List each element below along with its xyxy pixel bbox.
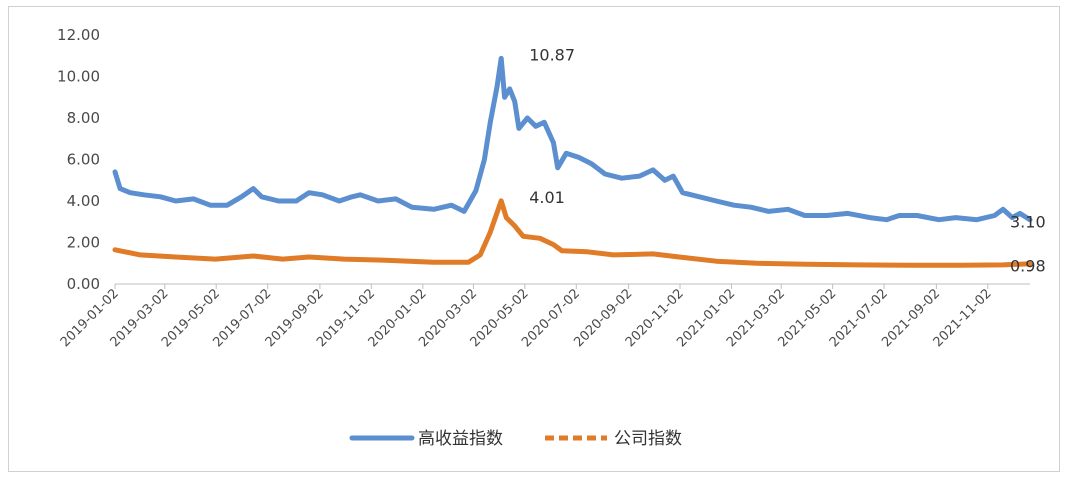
y-tick-label: 12.00 (57, 26, 100, 44)
legend-label-high-yield: 高收益指数 (418, 429, 503, 449)
data-label: 10.87 (529, 45, 575, 64)
y-tick-label: 0.00 (67, 275, 100, 293)
series-line-high-yield (112, 55, 1033, 223)
y-axis: 0.00 2.00 4.00 6.00 8.00 10.00 12.00 (57, 26, 100, 293)
data-label: 3.10 (1010, 213, 1046, 232)
data-label: 0.98 (1010, 257, 1046, 276)
y-tick-label: 8.00 (67, 109, 100, 127)
legend-label-company: 公司指数 (614, 429, 682, 449)
series-line-company (112, 198, 1033, 268)
series-layer (112, 55, 1033, 268)
y-tick-label: 10.00 (57, 68, 100, 86)
x-axis: 2019-01-022019-03-022019-05-022019-07-02… (58, 283, 1030, 350)
y-tick-label: 4.00 (67, 192, 100, 210)
y-tick-label: 2.00 (67, 234, 100, 252)
data-label-layer: 10.87 4.01 3.10 0.98 (529, 45, 1045, 275)
legend: 高收益指数 公司指数 (349, 429, 682, 449)
y-tick-label: 6.00 (67, 151, 100, 169)
data-label: 4.01 (529, 188, 565, 207)
